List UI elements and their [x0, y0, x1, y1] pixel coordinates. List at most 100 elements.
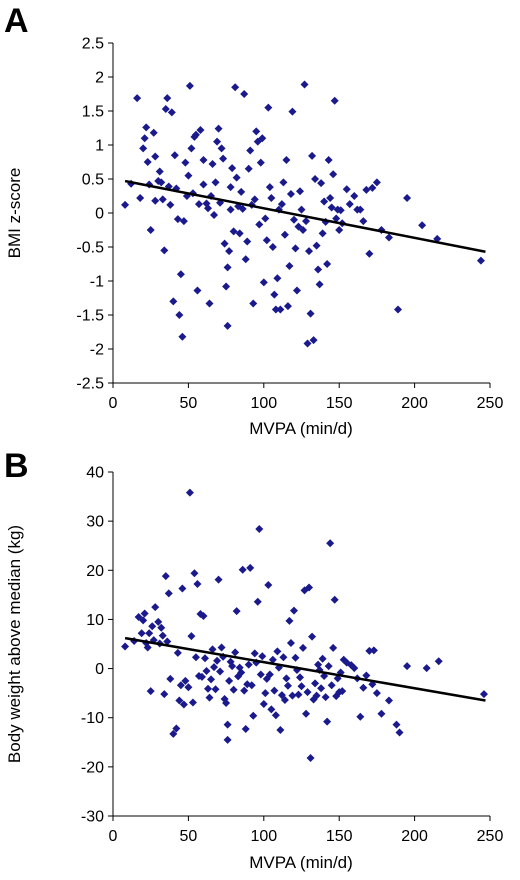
panel-b-data-point	[312, 691, 321, 700]
panel-a-points	[121, 80, 485, 348]
panel-b-data-point	[179, 700, 188, 709]
panel-a-x-tick-label: 0	[109, 395, 118, 412]
panel-a-data-point	[179, 217, 188, 226]
panel-b-data-point	[228, 662, 237, 671]
panel-a-data-point	[394, 305, 403, 314]
panel-a-data-point	[264, 103, 273, 112]
panel-a-data-point	[292, 286, 301, 295]
panel-b-data-point	[276, 726, 285, 734]
panel-a-data-point	[291, 244, 300, 253]
panel-a-y-axis-title: BMI z-score	[5, 168, 24, 259]
panel-a-data-point	[329, 170, 338, 179]
panel-b-data-point	[377, 709, 386, 718]
panel-a-y-tick-label: 0	[95, 206, 104, 223]
panel-b-y-tick-label: 10	[86, 612, 104, 629]
panel-a-data-point	[238, 204, 247, 213]
panel-a-data-point	[167, 108, 176, 117]
panel-a-data-point	[249, 299, 258, 308]
panel-b-x-tick-label: 200	[401, 828, 428, 845]
panel-b-data-point	[184, 683, 193, 692]
panel-a-data-point	[121, 200, 130, 209]
panel-b-data-point	[151, 603, 160, 612]
panel-b-data-point	[244, 660, 253, 669]
panel-b-data-point	[365, 646, 374, 655]
panel-a-data-point	[143, 158, 152, 166]
panel-a-data-point	[283, 302, 292, 311]
panel-a-y-tick-label: -1	[90, 274, 104, 291]
panel-b-data-point	[392, 720, 401, 729]
panel-b-data-point	[372, 689, 381, 698]
panel-b-data-point	[169, 729, 178, 738]
panel-b-data-point	[249, 711, 258, 720]
panel-a-data-point	[295, 187, 304, 196]
panel-b-data-point	[479, 690, 488, 699]
panel-a-data-point	[297, 205, 306, 214]
panel-b-data-point	[207, 675, 216, 684]
panel-b-data-point	[213, 656, 222, 665]
panel-b-data-point	[291, 653, 300, 662]
panel-a-data-point	[210, 211, 219, 220]
panel-a-data-point	[223, 321, 232, 330]
panel-b-data-point	[188, 698, 197, 707]
panel-b-data-point	[208, 645, 217, 654]
panel-a-data-point	[219, 154, 228, 163]
panel-a-data-point	[163, 94, 172, 103]
panel-b-y-tick-label: 30	[86, 514, 104, 531]
panel-a-data-point	[315, 280, 324, 289]
panel-b-data-point	[327, 681, 336, 690]
panel-a-data-point	[136, 194, 145, 203]
panel-b-data-point	[176, 681, 185, 690]
panel-a-data-point	[327, 203, 336, 212]
panel-a-data-point	[228, 164, 237, 173]
panel-b-data-point	[240, 686, 249, 695]
panel-a-data-point	[240, 90, 249, 98]
panel-a-y-tick-label: 2.5	[82, 36, 104, 53]
panel-b-data-point	[191, 653, 200, 662]
panel-a-y-tick-label: -1.5	[76, 308, 104, 325]
panel-b-data-point	[223, 720, 232, 729]
panel-a-y-tick-label: 2	[95, 70, 104, 87]
panel-b-data-point	[265, 670, 274, 679]
panel-b-data-point	[271, 711, 280, 720]
panel-a-data-point	[158, 195, 167, 204]
panel-b-x-tick-label: 250	[477, 828, 504, 845]
panel-b-data-point	[338, 687, 347, 696]
panel-a-data-point	[231, 83, 240, 92]
panel-a-data-point	[151, 196, 160, 205]
panel-a-data-point	[255, 220, 264, 229]
panel-b-data-point	[164, 589, 173, 598]
panel-b-data-point	[323, 717, 332, 726]
panel-b-data-point	[267, 705, 276, 714]
panel-a-data-point	[142, 123, 151, 132]
panel-b-data-point	[210, 663, 219, 672]
panel-b-data-point	[369, 646, 378, 655]
panel-b-data-point	[222, 698, 231, 707]
panel-b-data-point	[161, 572, 170, 581]
panel-b-data-point	[297, 682, 306, 691]
panel-b-data-point	[238, 565, 247, 574]
panel-a-data-point	[305, 247, 314, 256]
panel-a-data-point	[302, 217, 311, 226]
panel-a-data-point	[193, 286, 202, 295]
panel-b-data-point	[193, 580, 202, 589]
panel-a-data-point	[362, 185, 371, 194]
panel-b-data-point	[250, 649, 259, 658]
panel-b-y-axis: 40 30 20 10 0 -10 -20 -30	[81, 465, 114, 826]
panel-a-data-point	[237, 187, 246, 196]
panel-a-data-point	[268, 243, 277, 251]
panel-b-data-point	[286, 639, 295, 648]
panel-a-data-point	[176, 270, 185, 279]
panel-b-data-point	[306, 754, 315, 763]
panel-a-data-point	[146, 226, 155, 234]
panel-a-data-point	[196, 126, 205, 135]
panel-b-data-point	[146, 687, 155, 696]
panel-a-data-point	[151, 152, 160, 161]
panel-a-data-point	[276, 305, 285, 314]
panel-b-data-point	[318, 654, 327, 663]
panel-a-data-point	[157, 178, 166, 187]
panel-b-data-point	[214, 575, 223, 584]
panel-a-data-point	[187, 144, 196, 153]
panel-a-y-axis: 2.5 2 1.5 1 0.5 0 -0.5 -1 -1.5 -2 -2.5	[76, 36, 114, 393]
panel-b-data-point	[258, 652, 267, 661]
